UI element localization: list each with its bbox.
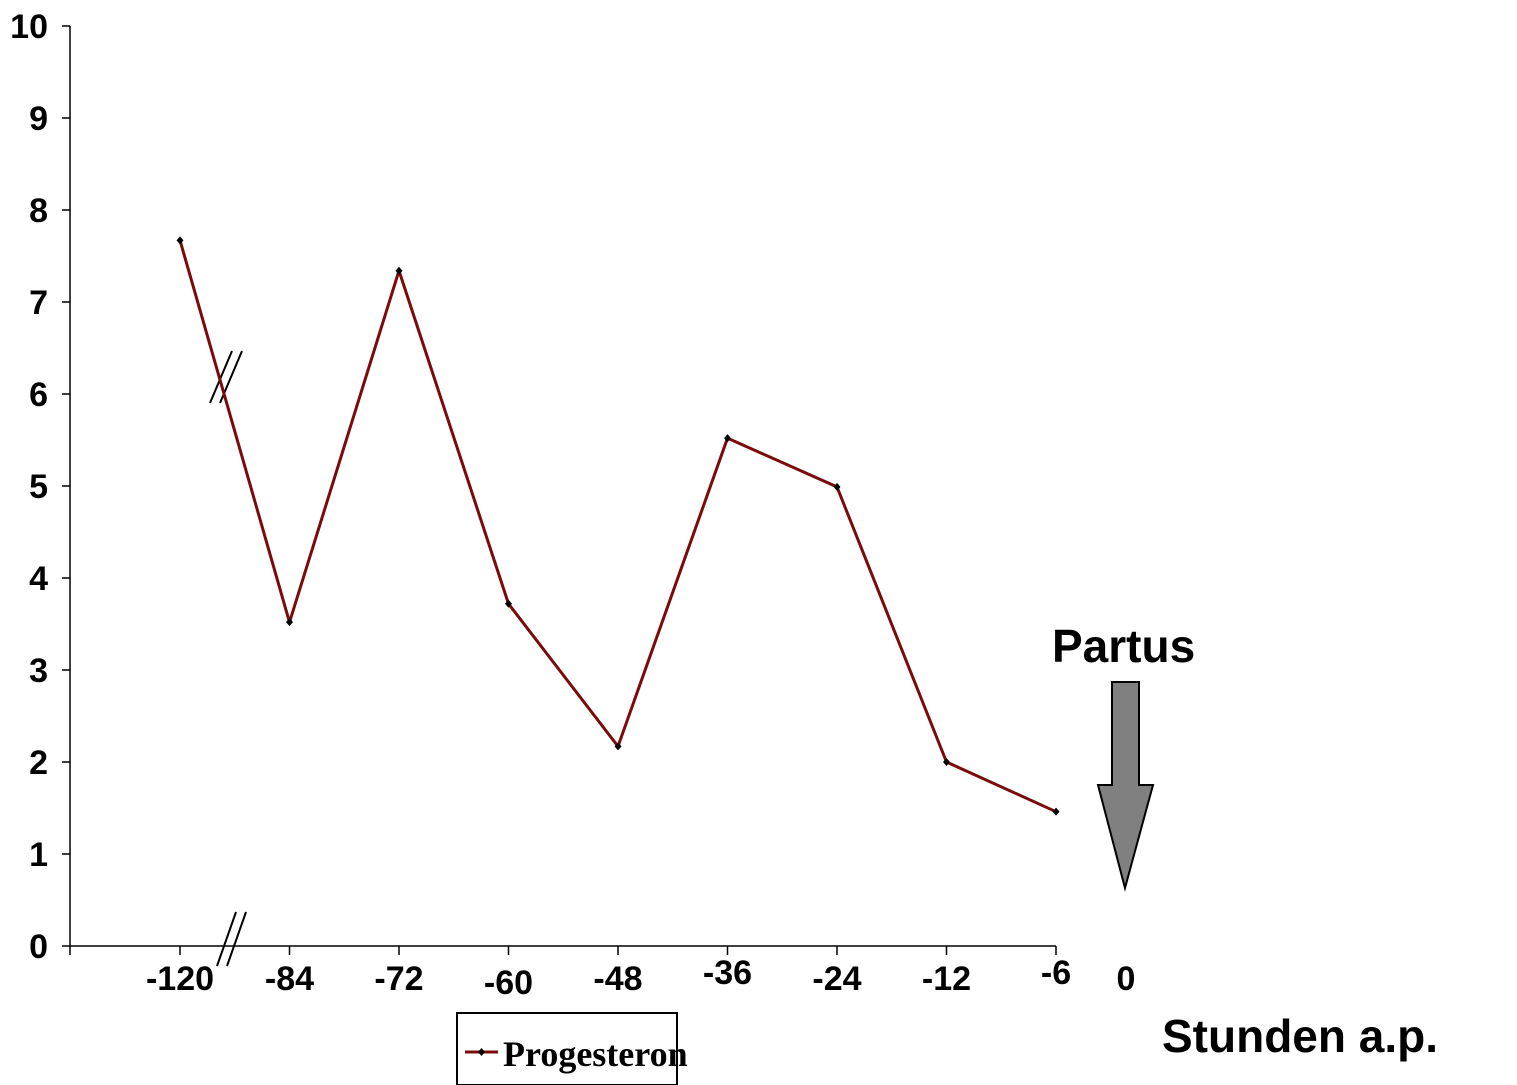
partus-label: Partus: [1052, 620, 1195, 672]
break-mark: [216, 911, 237, 967]
x-tick-label: -84: [265, 960, 314, 998]
y-tick-label: 2: [29, 744, 48, 782]
x-tick-label: -60: [484, 964, 533, 1002]
data-point: [176, 236, 184, 245]
series-line: [178, 239, 1057, 814]
data-point: [1052, 807, 1060, 816]
x-tick-label: -72: [374, 960, 423, 998]
y-tick-label: 5: [29, 468, 48, 506]
data-point: [833, 482, 841, 491]
y-tick-label: 8: [29, 192, 48, 230]
x-tick-label: -24: [812, 960, 861, 998]
x-tick-label: -36: [703, 954, 752, 992]
y-tick-label: 1: [29, 836, 48, 874]
x-tick-label: -12: [922, 960, 971, 998]
break-mark: [226, 911, 247, 967]
x-tick-label: -48: [593, 960, 642, 998]
y-tick-label: 6: [29, 376, 48, 414]
x-tick-label-zero: 0: [1117, 960, 1136, 998]
data-point: [614, 742, 622, 751]
legend-marker: [478, 1048, 485, 1056]
break-mark: [209, 350, 233, 404]
y-tick-label: 0: [29, 928, 48, 966]
axis-break-marks: [209, 350, 247, 967]
data-point: [724, 434, 731, 443]
series-progesteron: [176, 236, 1060, 816]
legend-box: [456, 1012, 678, 1085]
x-axis: -120 -84 -72 -60 -48 -36 -24 -12 -6 0: [69, 945, 1136, 1002]
y-axis: 0 1 2 3 4 5 6 7 8 9 10: [10, 8, 71, 966]
x-tick-label: -120: [146, 960, 214, 998]
x-tick-label: -6: [1041, 954, 1071, 992]
legend: Progesteron: [456, 1012, 688, 1085]
data-point: [395, 266, 403, 275]
data-point: [286, 618, 293, 627]
y-tick-label: 9: [29, 100, 48, 138]
partus-arrow-icon: [1096, 681, 1155, 892]
partus-annotation: Partus: [1052, 620, 1195, 892]
y-tick-label: 4: [29, 560, 48, 598]
data-point: [505, 599, 512, 608]
data-point: [943, 758, 950, 766]
x-axis-title: Stunden a.p.: [1162, 1010, 1438, 1062]
y-tick-label: 3: [29, 652, 48, 690]
legend-label: Progesteron: [503, 1034, 688, 1074]
y-tick-label: 10: [10, 8, 48, 46]
y-tick-label: 7: [29, 284, 48, 322]
